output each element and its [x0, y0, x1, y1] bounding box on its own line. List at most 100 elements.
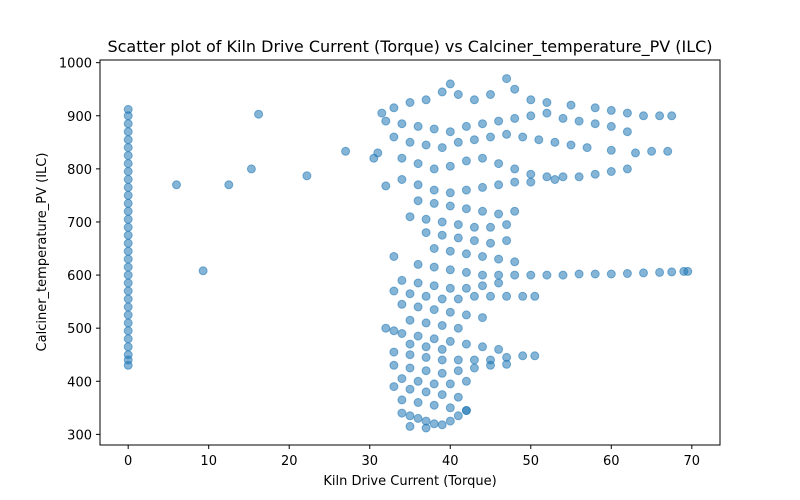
y-tick-label-7: 1000: [59, 57, 92, 72]
scatter-point-61: [622, 108, 632, 118]
scatter-point-201: [461, 339, 471, 349]
scatter-point-241: [405, 411, 415, 421]
scatter-point-143: [429, 244, 439, 253]
scatter-point-87: [486, 132, 495, 142]
scatter-point-195: [381, 323, 391, 333]
scatter-point-152: [461, 267, 471, 277]
scatter-point-128: [494, 209, 504, 219]
y-tick-label-2: 500: [67, 322, 92, 337]
scatter-point-189: [461, 310, 471, 320]
scatter-point-163: [639, 268, 648, 278]
scatter-point-107: [542, 172, 552, 182]
scatter-point-42: [373, 148, 383, 158]
scatter-point-157: [542, 270, 552, 280]
scatter-point-7: [123, 159, 133, 169]
scatter-point-216: [530, 351, 540, 361]
scatter-point-177: [421, 291, 431, 301]
scatter-point-28: [123, 326, 133, 336]
scatter-point-127: [478, 206, 487, 216]
scatter-point-53: [486, 90, 495, 99]
scatter-point-137: [421, 228, 431, 238]
scatter-point-111: [606, 167, 616, 176]
scatter-point-103: [478, 153, 487, 163]
scatter-point-180: [469, 291, 479, 301]
scatter-point-83: [421, 140, 431, 150]
scatter-point-156: [526, 270, 536, 280]
scatter-point-50: [445, 79, 455, 89]
x-tick-label-4: 40: [442, 454, 459, 469]
scatter-point-3: [123, 127, 133, 137]
scatter-point-63: [655, 111, 665, 121]
scatter-point-121: [526, 177, 536, 187]
scatter-point-85: [453, 137, 463, 147]
scatter-point-220: [437, 368, 447, 378]
scatter-point-38: [254, 109, 264, 119]
scatter-point-222: [469, 363, 479, 373]
scatter-point-118: [478, 182, 487, 192]
scatter-point-158: [558, 270, 568, 280]
scatter-point-224: [502, 359, 512, 369]
scatter-point-167: [683, 266, 693, 276]
scatter-point-37: [246, 164, 256, 174]
scatter-point-246: [445, 416, 455, 426]
scatter-point-94: [606, 145, 616, 155]
scatter-point-210: [437, 355, 447, 365]
scatter-point-47: [405, 98, 415, 107]
scatter-point-135: [486, 222, 495, 232]
scatter-point-207: [389, 347, 399, 357]
scatter-point-21: [123, 270, 133, 280]
scatter-point-204: [405, 339, 415, 349]
scatter-point-58: [566, 100, 576, 110]
scatter-point-140: [469, 236, 479, 246]
scatter-point-184: [530, 291, 540, 301]
scatter-point-30: [123, 342, 133, 352]
scatter-point-146: [478, 252, 487, 261]
scatter-point-238: [445, 403, 455, 413]
scatter-point-34: [172, 180, 181, 190]
scatter-point-86: [469, 135, 479, 145]
y-tick-label-0: 300: [67, 428, 92, 443]
scatter-point-48: [421, 95, 431, 105]
scatter-point-198: [413, 331, 423, 341]
scatter-point-101: [445, 161, 455, 171]
scatter-point-115: [429, 185, 439, 195]
scatter-point-43: [381, 181, 391, 191]
x-tick-label-7: 70: [684, 454, 701, 469]
scatter-point-171: [445, 283, 455, 293]
scatter-point-206: [437, 344, 447, 354]
y-tick-label-1: 400: [67, 375, 92, 390]
scatter-point-109: [574, 172, 584, 182]
scatter-point-14: [123, 214, 133, 224]
scatter-point-159: [574, 269, 584, 279]
y-tick-label-4: 700: [67, 216, 92, 231]
scatter-point-218: [405, 363, 415, 373]
scatter-point-165: [667, 267, 677, 277]
scatter-point-130: [405, 212, 415, 222]
scatter-point-228: [445, 379, 455, 389]
scatter-point-179: [453, 294, 463, 304]
scatter-point-245: [437, 420, 447, 430]
scatter-point-13: [123, 206, 133, 216]
scatter-point-223: [486, 360, 495, 370]
x-tick-label-2: 20: [281, 454, 298, 469]
y-tick-label-6: 900: [67, 110, 92, 125]
scatter-point-75: [542, 108, 552, 118]
scatter-point-183: [518, 291, 528, 301]
scatter-point-120: [510, 177, 520, 187]
scatter-point-124: [429, 198, 439, 208]
scatter-point-5: [123, 143, 133, 153]
scatter-point-57: [542, 98, 552, 107]
scatter-point-199: [429, 334, 439, 344]
scatter-point-162: [622, 269, 632, 278]
scatter-point-133: [453, 220, 463, 230]
scatter-point-168: [397, 275, 407, 285]
scatter-point-197: [397, 329, 407, 338]
scatter-point-104: [494, 159, 504, 169]
y-axis-label: Calciner_temperature_PV (ILC): [35, 153, 50, 352]
scatter-point-44: [389, 252, 399, 261]
scatter-point-125: [445, 201, 455, 211]
scatter-point-217: [389, 360, 399, 370]
scatter-point-234: [453, 392, 463, 402]
scatter-point-4: [123, 135, 133, 145]
